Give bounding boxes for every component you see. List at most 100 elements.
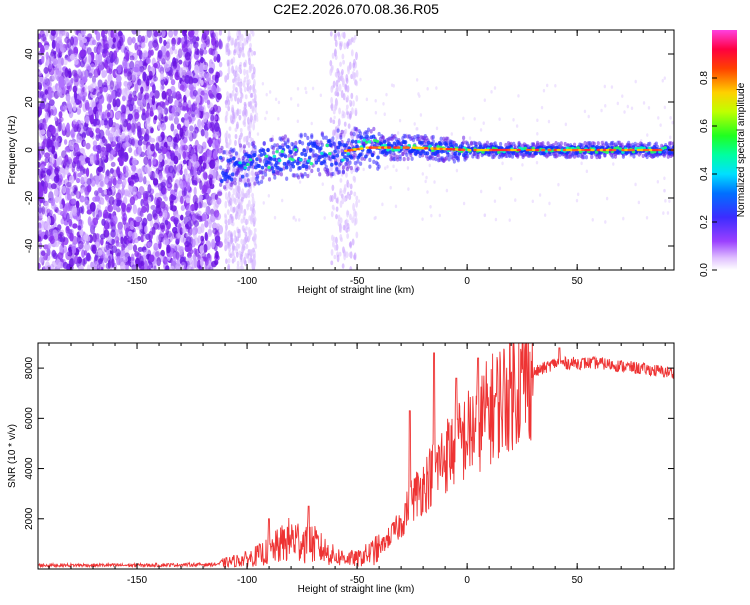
heatmap-cell [44, 111, 50, 121]
heatmap-cell [116, 40, 122, 51]
heatmap-cell [121, 250, 126, 256]
heatmap-cell [355, 52, 359, 58]
heatmap-cell [666, 211, 670, 215]
heatmap-cell [212, 150, 218, 160]
heatmap-cell [101, 218, 106, 226]
heatmap-cell [327, 139, 332, 144]
heatmap-cell [250, 50, 254, 57]
heatmap-cell [352, 168, 356, 173]
heatmap-cell [144, 224, 148, 234]
heatmap-cell [342, 224, 346, 231]
heatmap-cell [659, 123, 662, 127]
heatmap-cell [112, 177, 117, 186]
heatmap-cell [353, 153, 357, 158]
heatmap-cell [161, 90, 167, 100]
heatmap-cell [671, 120, 674, 125]
heatmap-cell [247, 257, 251, 264]
heatmap-cell [121, 187, 125, 196]
heatmap-cell [439, 136, 443, 142]
heatmap-cell [510, 154, 515, 159]
heatmap-cell [306, 135, 310, 141]
heatmap-cell [53, 188, 59, 197]
heatmap-cell [371, 134, 376, 139]
heatmap-cell [227, 30, 231, 38]
heatmap-cell [188, 146, 195, 157]
heatmap-cell [65, 251, 72, 261]
heatmap-cell [115, 111, 122, 119]
heatmap-cell [385, 151, 389, 156]
heatmap-cell [246, 80, 249, 84]
heatmap-cell [90, 177, 96, 187]
heatmap-cell [335, 132, 339, 137]
heatmap-cell [584, 154, 589, 160]
heatmap-cell [231, 90, 235, 97]
heatmap-cell [469, 140, 474, 146]
heatmap-cell [277, 116, 280, 121]
heatmap-cell [140, 211, 144, 218]
heatmap-cell [216, 105, 222, 113]
heatmap-cell [142, 145, 147, 151]
heatmap-cell [249, 216, 253, 225]
heatmap-cell [173, 183, 178, 193]
heatmap-cell [171, 43, 176, 51]
heatmap-cell [141, 35, 146, 43]
heatmap-cell [585, 169, 589, 174]
heatmap-cell [130, 138, 135, 146]
heatmap-cell [127, 36, 133, 46]
heatmap-cell [63, 58, 68, 66]
heatmap-cell [263, 172, 268, 177]
heatmap-cell [260, 165, 265, 170]
heatmap-cell [134, 83, 139, 93]
heatmap-cell [70, 96, 76, 105]
heatmap-cell [71, 205, 77, 215]
heatmap-cell [160, 122, 167, 131]
heatmap-cell [211, 84, 217, 93]
heatmap-cell [158, 101, 165, 107]
heatmap-cell [199, 245, 205, 254]
heatmap-cell [64, 178, 69, 188]
heatmap-cell [175, 263, 182, 270]
heatmap-cell [310, 168, 314, 174]
heatmap-cell [212, 228, 218, 235]
heatmap-cell [78, 265, 84, 270]
heatmap-cell [662, 211, 665, 215]
heatmap-cell [139, 229, 145, 236]
heatmap-cell [129, 55, 135, 61]
heatmap-cell [75, 73, 80, 83]
heatmap-cell [534, 151, 539, 156]
heatmap-cell [219, 179, 224, 184]
heatmap-cell [232, 252, 235, 261]
heatmap-cell [382, 101, 385, 106]
heatmap-cell [346, 41, 350, 47]
heatmap-cell [285, 144, 290, 149]
heatmap-cell [283, 154, 288, 159]
heatmap-cell [224, 229, 228, 237]
heatmap-cell [121, 207, 126, 217]
heatmap-cell [333, 254, 337, 260]
heatmap-cell [72, 213, 78, 220]
heatmap-cell [142, 62, 148, 70]
heatmap-cell [227, 133, 231, 139]
heatmap-cell [105, 55, 112, 64]
heatmap-cell [374, 98, 377, 103]
heatmap-cell [79, 49, 86, 57]
heatmap-cell [224, 192, 228, 200]
heatmap-cell [210, 160, 216, 167]
heatmap-cell [253, 227, 257, 233]
heatmap-cell [332, 206, 335, 211]
heatmap-cell [334, 49, 337, 57]
heatmap-cell [336, 149, 340, 155]
heatmap-cell [174, 150, 179, 156]
heatmap-cell [236, 97, 240, 105]
heatmap-cell [450, 132, 453, 136]
heatmap-cell [41, 55, 45, 64]
heatmap-cell [246, 218, 249, 225]
heatmap-cell [173, 111, 180, 117]
heatmap-cell [282, 166, 286, 171]
heatmap-cell [181, 226, 187, 234]
heatmap-cell [195, 94, 201, 105]
heatmap-cell [107, 204, 114, 213]
heatmap-cell [164, 257, 168, 267]
